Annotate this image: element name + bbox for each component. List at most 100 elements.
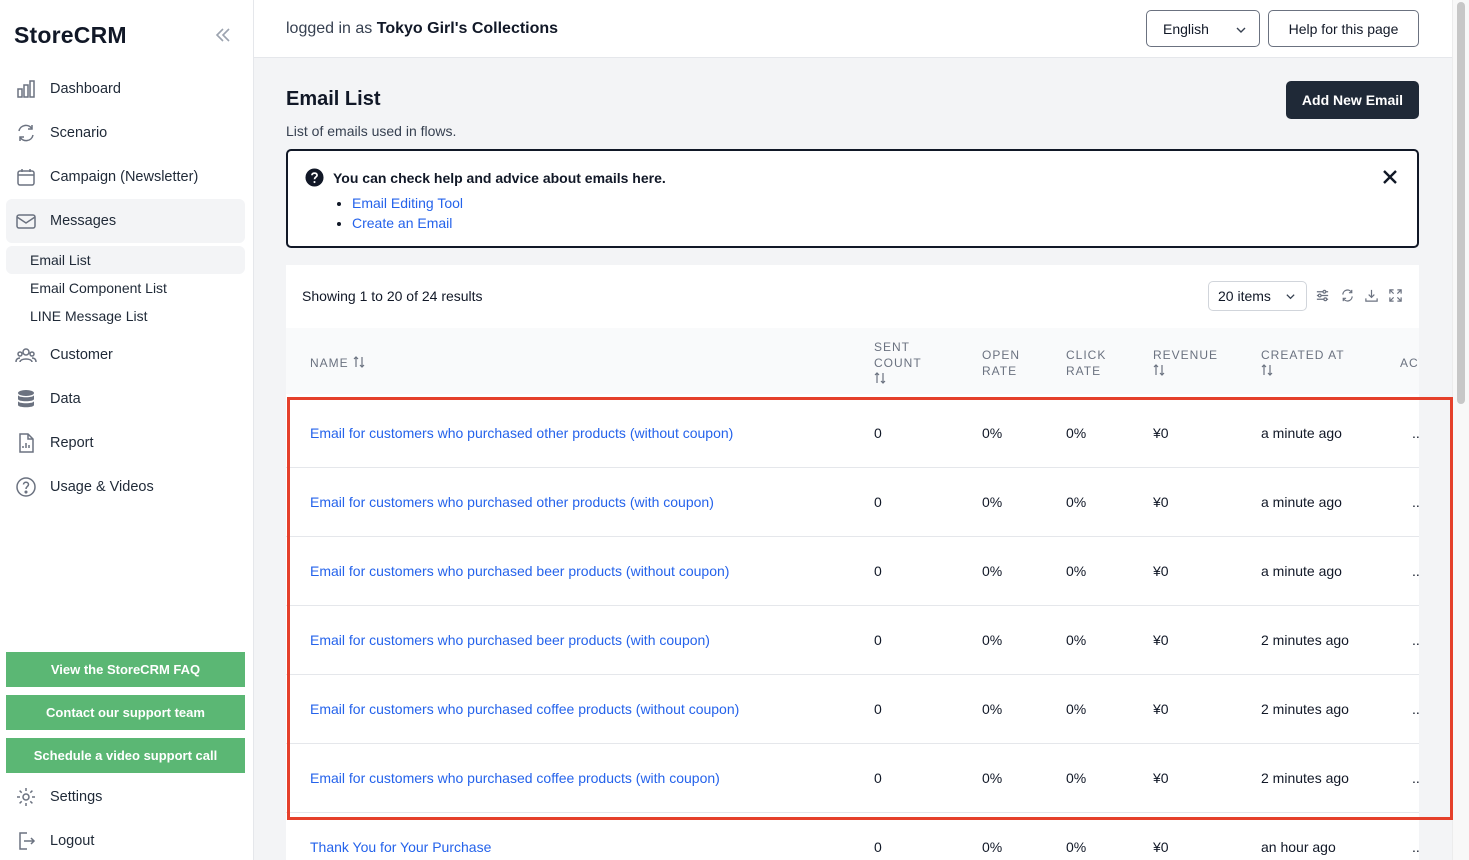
add-new-email-button[interactable]: Add New Email [1286, 81, 1419, 119]
sidebar-item-usage-videos[interactable]: Usage & Videos [6, 465, 245, 509]
sidebar-subitem-line-message-list[interactable]: LINE Message List [30, 308, 148, 324]
click-rate: 0% [1066, 701, 1087, 717]
revenue: ¥0 [1153, 494, 1169, 510]
users-icon [15, 348, 37, 363]
column-name[interactable]: NAME [310, 355, 365, 371]
document-chart-icon [19, 433, 34, 453]
column-sent-label: SENT [874, 340, 911, 354]
row-actions-button[interactable]: ... [1412, 494, 1419, 510]
row-actions-button[interactable]: ... [1412, 770, 1419, 786]
schedule-video-call-button[interactable]: Schedule a video support call [6, 738, 245, 773]
email-table-card: Showing 1 to 20 of 24 results 20 items N… [286, 265, 1419, 860]
column-sent-count[interactable]: SENT COUNT [874, 339, 922, 387]
open-rate: 0% [982, 839, 1003, 855]
table-row[interactable]: Email for customers who purchased coffee… [286, 744, 1419, 813]
email-name-link[interactable]: Email for customers who purchased coffee… [310, 701, 740, 717]
page-scrollbar[interactable] [1452, 0, 1469, 860]
items-per-page-select[interactable]: 20 items [1208, 281, 1307, 311]
email-name-link[interactable]: Email for customers who purchased beer p… [310, 632, 710, 648]
help-page-button[interactable]: Help for this page [1268, 10, 1419, 47]
open-rate: 0% [982, 425, 1003, 441]
help-link-item: Create an Email [352, 213, 463, 233]
question-circle-icon [16, 477, 36, 497]
table-row[interactable]: Thank You for Your Purchase 0 0% 0% ¥0 a… [286, 813, 1419, 860]
email-name-link[interactable]: Email for customers who purchased other … [310, 494, 714, 510]
row-actions-button[interactable]: ... [1412, 839, 1419, 855]
click-rate: 0% [1066, 839, 1087, 855]
email-name-link[interactable]: Thank You for Your Purchase [310, 839, 492, 855]
sidebar-item-label: Data [50, 391, 81, 407]
app-logo[interactable]: StoreCRM [14, 22, 127, 48]
click-rate: 0% [1066, 770, 1087, 786]
sidebar-item-settings[interactable]: Settings [6, 775, 245, 819]
sidebar-item-logout[interactable]: Logout [6, 819, 245, 860]
scrollbar-thumb[interactable] [1457, 2, 1465, 404]
created-at: a minute ago [1261, 494, 1342, 510]
contact-support-button[interactable]: Contact our support team [6, 695, 245, 730]
open-rate: 0% [982, 494, 1003, 510]
email-name-link[interactable]: Email for customers who purchased other … [310, 425, 734, 441]
sidebar-item-scenario[interactable]: Scenario [6, 111, 245, 155]
revenue: ¥0 [1153, 839, 1169, 855]
sidebar-nav: Dashboard Scenario Campaign (Newsletter)… [6, 67, 245, 509]
sidebar-subitem-email-component-list[interactable]: Email Component List [30, 280, 167, 296]
email-editing-tool-link[interactable]: Email Editing Tool [352, 195, 464, 211]
table-row[interactable]: Email for customers who purchased beer p… [286, 537, 1419, 606]
sidebar-item-campaign[interactable]: Campaign (Newsletter) [6, 155, 245, 199]
sidebar-item-customer[interactable]: Customer [6, 333, 245, 377]
close-icon[interactable] [1382, 169, 1398, 185]
click-rate: 0% [1066, 425, 1087, 441]
refresh-icon[interactable] [1340, 288, 1355, 303]
sent-count: 0 [874, 425, 882, 441]
open-rate: 0% [982, 701, 1003, 717]
view-faq-button[interactable]: View the StoreCRM FAQ [6, 652, 245, 687]
sidebar-item-label: Campaign (Newsletter) [50, 169, 199, 185]
sent-count: 0 [874, 770, 882, 786]
column-revenue-label: REVENUE [1153, 348, 1219, 362]
table-row[interactable]: Email for customers who purchased beer p… [286, 606, 1419, 675]
sent-count: 0 [874, 839, 882, 855]
row-actions-button[interactable]: ... [1412, 701, 1419, 717]
page-subtitle: List of emails used in flows. [286, 123, 457, 139]
row-actions-button[interactable]: ... [1412, 632, 1419, 648]
column-revenue[interactable]: REVENUE [1153, 347, 1218, 379]
row-actions-button[interactable]: ... [1412, 425, 1419, 441]
column-created-at[interactable]: CREATED AT [1261, 347, 1345, 379]
collapse-sidebar-icon[interactable] [214, 26, 232, 44]
sidebar-item-dashboard[interactable]: Dashboard [6, 67, 245, 111]
revenue: ¥0 [1153, 632, 1169, 648]
language-select[interactable]: English [1146, 10, 1260, 47]
column-click-rate: CLICK RATE [1066, 347, 1106, 379]
logged-prefix: logged in as [286, 20, 373, 37]
help-links: Email Editing Tool Create an Email [352, 193, 463, 233]
chevron-down-icon [1286, 294, 1295, 300]
sort-icon [1153, 364, 1165, 376]
email-name-link[interactable]: Email for customers who purchased beer p… [310, 563, 730, 579]
sidebar-item-data[interactable]: Data [6, 377, 245, 421]
table-row[interactable]: Email for customers who purchased other … [286, 399, 1419, 468]
fullscreen-icon[interactable] [1388, 288, 1403, 303]
create-email-link[interactable]: Create an Email [352, 215, 453, 231]
column-open-rate: OPEN RATE [982, 347, 1020, 379]
table-row[interactable]: Email for customers who purchased other … [286, 468, 1419, 537]
sent-count: 0 [874, 494, 882, 510]
sidebar-item-messages[interactable]: Messages [6, 199, 245, 243]
help-callout: You can check help and advice about emai… [286, 149, 1419, 248]
click-rate: 0% [1066, 563, 1087, 579]
filter-settings-icon[interactable] [1315, 288, 1330, 303]
email-name-link[interactable]: Email for customers who purchased coffee… [310, 770, 720, 786]
help-callout-title: You can check help and advice about emai… [333, 170, 666, 186]
logged-in-text: logged in as Tokyo Girl's Collections [286, 20, 558, 38]
sidebar-item-label: Report [50, 435, 94, 451]
sidebar-item-label: Messages [50, 213, 117, 229]
sort-icon [353, 356, 365, 368]
sidebar-subitem-email-list[interactable]: Email List [6, 246, 245, 274]
row-actions-button[interactable]: ... [1412, 563, 1419, 579]
bar-chart-icon [17, 80, 35, 98]
refresh-icon [18, 124, 34, 142]
download-icon[interactable] [1364, 288, 1379, 303]
messages-subnav: Email List Email Component List LINE Mes… [6, 246, 245, 330]
table-row[interactable]: Email for customers who purchased coffee… [286, 675, 1419, 744]
sidebar-item-report[interactable]: Report [6, 421, 245, 465]
top-header: logged in as Tokyo Girl's Collections En… [254, 0, 1452, 58]
